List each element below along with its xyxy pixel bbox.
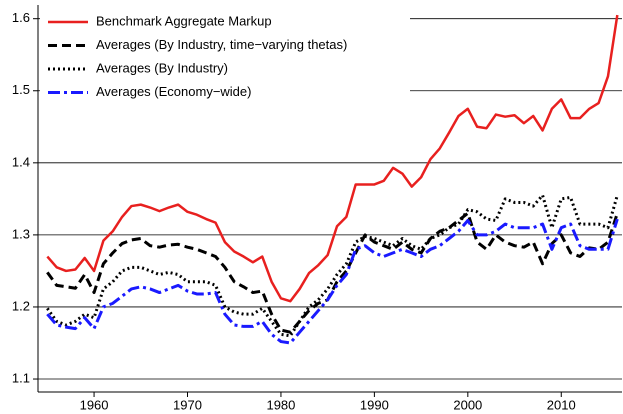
y-tick-label: 1.5 xyxy=(12,82,30,97)
legend-label: Averages (By Industry) xyxy=(96,60,228,75)
y-tick-label: 1.6 xyxy=(12,10,30,25)
x-tick-label: 1980 xyxy=(266,397,295,412)
series-line xyxy=(46,14,619,303)
series-line xyxy=(46,211,619,334)
x-tick-label: 1990 xyxy=(360,397,389,412)
y-tick-label: 1.2 xyxy=(12,298,30,313)
series-line xyxy=(46,218,619,345)
y-tick-label: 1.1 xyxy=(12,370,30,385)
x-tick-label: 2010 xyxy=(547,397,576,412)
legend-box xyxy=(40,8,410,106)
y-tick-label: 1.3 xyxy=(12,226,30,241)
legend-label: Benchmark Aggregate Markup xyxy=(96,13,272,28)
legend-label: Averages (Economy−wide) xyxy=(96,84,251,99)
series-line xyxy=(46,193,619,338)
x-tick-label: 1970 xyxy=(173,397,202,412)
legend-label: Averages (By Industry, time−varying thet… xyxy=(96,37,347,52)
x-tick-label: 2000 xyxy=(453,397,482,412)
y-tick-label: 1.4 xyxy=(12,154,30,169)
x-tick-label: 1960 xyxy=(80,397,109,412)
